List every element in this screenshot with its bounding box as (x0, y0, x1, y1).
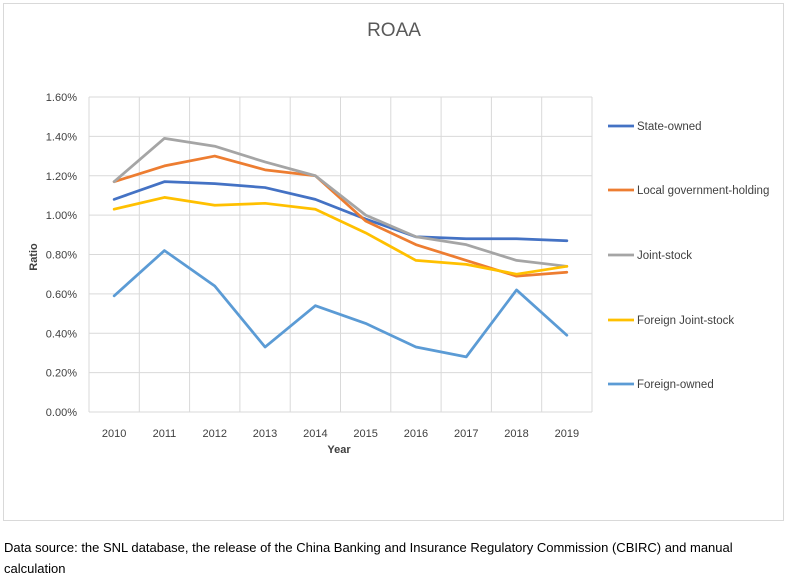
y-tick-label: 0.80% (46, 250, 77, 262)
legend-label: Foreign Joint-stock (637, 315, 734, 327)
roaa-line-chart: ROAA 0.00% 0.20% 0.40% 0.60% 0.80% 1.00% 1.20%… (28, 20, 769, 456)
x-tick-label: 2010 (102, 428, 126, 440)
legend-item: State-owned (608, 121, 702, 133)
legend-label: Local government-holding (637, 185, 769, 197)
y-tick-label: 1.40% (46, 131, 77, 143)
series-line-foreign-joint-stock (112, 196, 569, 276)
y-tick-labels: 0.00% 0.20% 0.40% 0.60% 0.80% 1.00% 1.20% 1.40%… (46, 92, 77, 419)
x-tick-label: 2017 (454, 428, 478, 440)
y-axis-title: Ratio (28, 243, 40, 271)
grid-lines (88, 96, 593, 413)
x-axis-title: Year (327, 444, 351, 456)
data-source-caption: Data source: the SNL database, the relea… (4, 540, 733, 576)
x-tick-label: 2015 (353, 428, 377, 440)
x-tick-label: 2014 (303, 428, 327, 440)
series-line-state-owned (112, 180, 569, 243)
x-tick-label: 2011 (153, 428, 177, 440)
x-tick-labels: 2010 2011 2012 2013 2014 2015 2016 2017 2018 2019 (102, 428, 579, 440)
x-tick-label: 2013 (253, 428, 277, 440)
legend-label: State-owned (637, 121, 702, 133)
y-tick-label: 0.00% (46, 407, 77, 419)
y-tick-label: 1.20% (46, 171, 77, 183)
series-lines (112, 136, 569, 359)
legend-label: Joint-stock (637, 250, 692, 262)
legend-label: Foreign-owned (637, 379, 714, 391)
y-tick-label: 1.60% (46, 92, 77, 104)
y-tick-label: 0.40% (46, 328, 77, 340)
series-line-joint-stock (112, 136, 569, 268)
x-tick-label: 2018 (504, 428, 528, 440)
x-tick-label: 2012 (203, 428, 227, 440)
legend-item: Foreign-owned (608, 379, 714, 391)
legend: State-owned Local government-holding Joint… (608, 121, 769, 391)
legend-item: Foreign Joint-stock (608, 315, 734, 327)
x-tick-label: 2019 (555, 428, 579, 440)
series-line-foreign-owned (112, 249, 569, 359)
chart-title: ROAA (367, 20, 421, 41)
y-tick-label: 1.00% (46, 210, 77, 222)
y-tick-label: 0.60% (46, 289, 77, 301)
x-tick-label: 2016 (404, 428, 428, 440)
legend-item: Local government-holding (608, 185, 769, 197)
legend-item: Joint-stock (608, 250, 692, 262)
y-tick-label: 0.20% (46, 368, 77, 380)
chart-frame: ROAA 0.00% 0.20% 0.40% 0.60% 0.80% 1.00% 1.20%… (3, 3, 784, 521)
